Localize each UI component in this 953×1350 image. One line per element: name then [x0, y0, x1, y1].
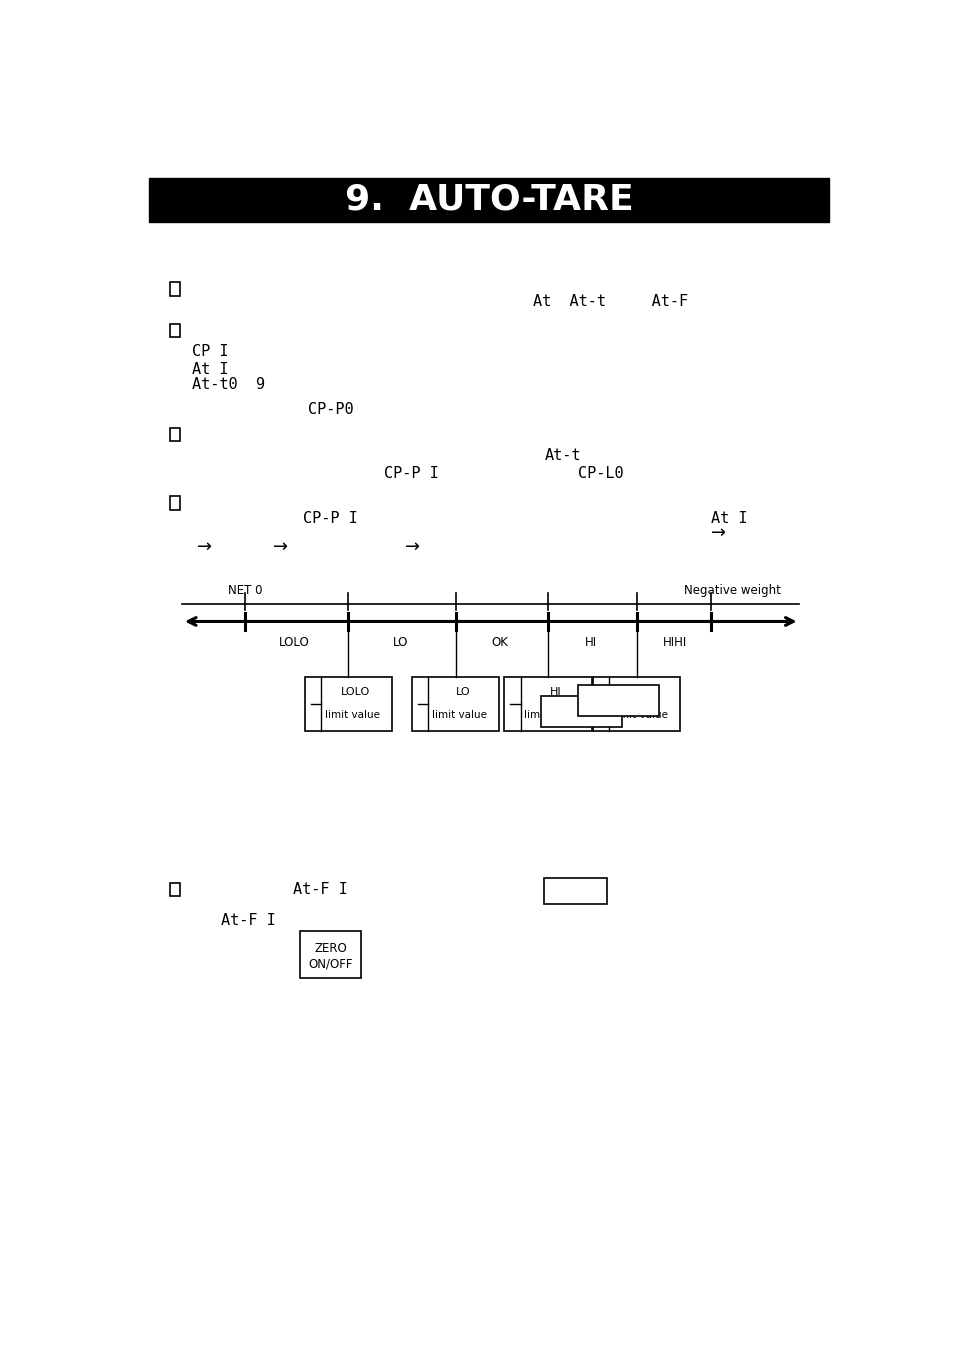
Text: At-F I: At-F I [293, 882, 348, 898]
Text: LOLO: LOLO [341, 687, 370, 697]
Text: At I: At I [192, 362, 228, 378]
Text: →: → [710, 524, 725, 543]
Text: At  At-t     At-F: At At-t At-F [533, 294, 688, 309]
Bar [504, 676, 591, 730]
Text: HIHI: HIHI [632, 687, 655, 697]
Bar [593, 676, 679, 730]
Text: limit value: limit value [324, 710, 379, 721]
Text: 9.  AUTO-TARE: 9. AUTO-TARE [344, 184, 633, 217]
Text: →: → [196, 537, 212, 556]
Bar [300, 931, 360, 977]
Text: At-t: At-t [544, 448, 580, 463]
Bar [412, 676, 498, 730]
Text: LO: LO [456, 687, 470, 697]
Bar [170, 497, 179, 510]
Bar [170, 324, 179, 338]
Bar [149, 178, 828, 223]
Text: CP-P I: CP-P I [383, 466, 438, 482]
Text: NET 0: NET 0 [228, 583, 262, 597]
Text: At-t0  9: At-t0 9 [192, 377, 264, 392]
Text: Negative weight: Negative weight [683, 583, 781, 597]
Text: LO: LO [392, 636, 408, 649]
Text: CP-P0: CP-P0 [308, 402, 353, 417]
Text: ON/OFF: ON/OFF [308, 958, 353, 971]
Bar [170, 428, 179, 441]
Text: ZERO: ZERO [314, 942, 347, 956]
Text: At-F I: At-F I [221, 914, 275, 929]
Text: CP-L0: CP-L0 [577, 466, 622, 482]
Text: limit value: limit value [613, 710, 667, 721]
Text: HIHI: HIHI [662, 636, 687, 649]
Text: CP-P I: CP-P I [302, 512, 357, 526]
Text: HI: HI [584, 636, 597, 649]
Text: HI: HI [549, 687, 560, 697]
Bar [577, 684, 659, 716]
Bar [540, 697, 621, 728]
Text: CP I: CP I [192, 344, 228, 359]
Text: →: → [405, 537, 420, 556]
Bar [170, 282, 179, 296]
Text: OK: OK [491, 636, 508, 649]
Bar [305, 676, 392, 730]
Text: LOLO: LOLO [279, 636, 310, 649]
Text: limit value: limit value [524, 710, 578, 721]
Bar [544, 879, 606, 904]
Text: At I: At I [710, 512, 746, 526]
Bar [170, 883, 179, 896]
Text: →: → [273, 537, 288, 556]
Text: limit value: limit value [432, 710, 486, 721]
